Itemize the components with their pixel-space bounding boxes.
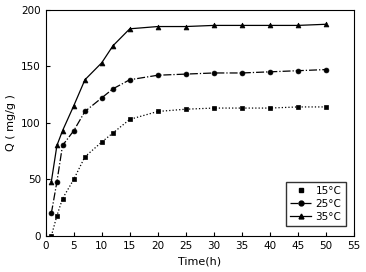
Legend: 15°C, 25°C, 35°C: 15°C, 25°C, 35°C	[286, 182, 346, 226]
X-axis label: Time(h): Time(h)	[178, 256, 221, 267]
Y-axis label: Q ( mg/g ): Q ( mg/g )	[5, 94, 16, 151]
